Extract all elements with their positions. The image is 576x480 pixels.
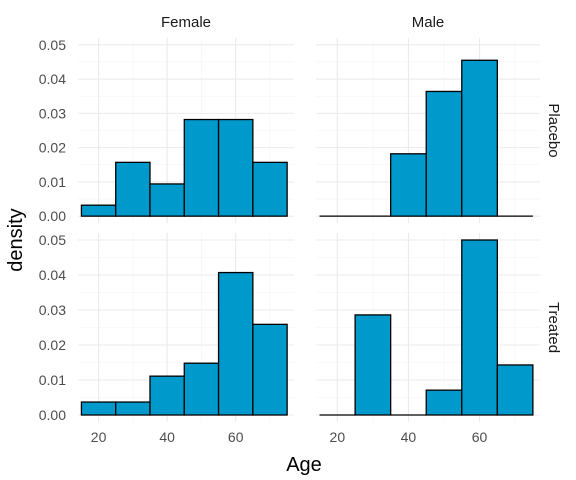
y-tick-label: 0.00	[39, 208, 66, 224]
panel-male-placebo-bar	[461, 59, 498, 217]
y-tick-label: 0.02	[39, 140, 66, 156]
x-tick-label: 20	[91, 429, 107, 445]
y-tick-label: 0.00	[39, 407, 66, 423]
y-tick-label: 0.03	[39, 105, 66, 121]
y-tick-label: 0.05	[39, 232, 66, 248]
panel-male-treated-bar	[461, 239, 498, 416]
panel-female-treated-bar	[183, 362, 220, 416]
panel-male-placebo-bar	[425, 90, 463, 217]
panel-female-placebo-bar	[252, 161, 288, 217]
panel-female-treated-bar	[80, 401, 117, 416]
x-tick-label: 40	[159, 429, 175, 445]
y-tick-label: 0.01	[39, 174, 66, 190]
panel-female-treated-bar	[149, 375, 185, 416]
panel-female-placebo-bar	[115, 161, 151, 217]
x-tick-label: 20	[330, 429, 346, 445]
panel-female-placebo-bar	[217, 118, 254, 217]
y-tick-label: 0.01	[39, 372, 66, 388]
panel-male-treated-bar	[354, 314, 392, 416]
x-tick-label: 40	[401, 429, 417, 445]
bars-layer	[80, 59, 534, 416]
y-tick-label: 0.02	[39, 337, 66, 353]
y-axis-title: density	[5, 208, 27, 271]
panel-female-treated-bar	[217, 271, 254, 416]
y-tick-label: 0.05	[39, 37, 66, 53]
panel-female-placebo-bar	[149, 183, 185, 217]
y-tick-label: 0.04	[39, 267, 66, 283]
panel-male-treated-bar	[425, 389, 463, 416]
panel-female-treated-bar	[252, 323, 288, 416]
facet-strip-male: Male	[412, 14, 445, 31]
panel-male-treated-bar	[496, 364, 534, 416]
panel-male-placebo-bar	[390, 153, 427, 217]
panel-female-treated-bar	[115, 401, 151, 416]
x-axis-title: Age	[286, 454, 322, 476]
labels-layer: 0.00 0.01 0.02 0.03 0.04 0.05 0.00 0.01 0.02 0.03…	[39, 14, 562, 445]
facet-strip-female: Female	[161, 14, 211, 31]
panel-female-placebo-bar	[80, 204, 117, 217]
panel-female-placebo-bar	[183, 118, 220, 217]
y-tick-label: 0.04	[39, 71, 66, 87]
x-tick-label: 60	[472, 429, 488, 445]
facet-strip-placebo: Placebo	[545, 103, 562, 157]
facet-strip-treated: Treated	[545, 302, 562, 353]
x-tick-label: 60	[228, 429, 244, 445]
y-tick-label: 0.03	[39, 302, 66, 318]
